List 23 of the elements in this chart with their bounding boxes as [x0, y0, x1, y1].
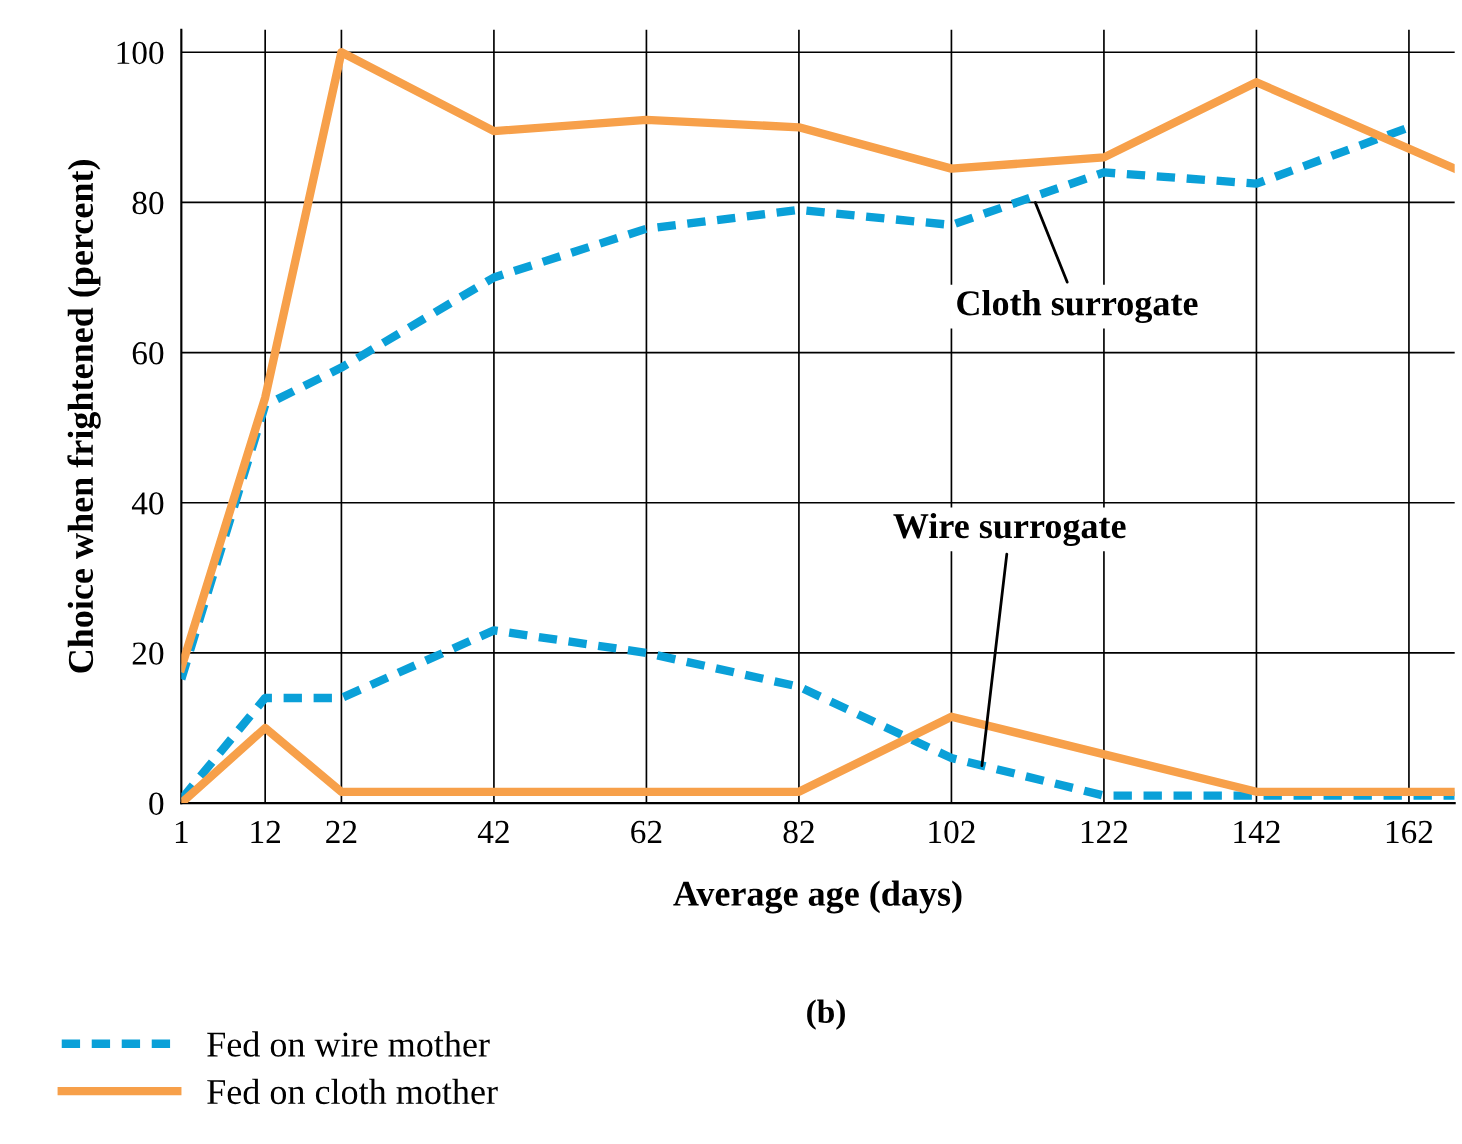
y-tick-label: 20 — [132, 642, 164, 665]
x-tick-label: 1 — [175, 820, 188, 843]
x-tick-label: 12 — [251, 820, 280, 843]
annotation: Cloth surrogate — [957, 290, 1198, 324]
x-tick-label: 102 — [929, 820, 975, 844]
x-tick-label: 22 — [326, 820, 357, 843]
x-tick-label: 142 — [1234, 820, 1280, 843]
x-tick-label: 42 — [477, 820, 509, 843]
text: (b) — [807, 999, 845, 1030]
annotation: Wire surrogate — [893, 512, 1126, 546]
y-tick-label: 0 — [149, 792, 164, 815]
x-tick-label: 162 — [1386, 820, 1433, 844]
legend-label: Fed on cloth mother — [207, 1078, 498, 1105]
y-axis-title: Choice when frightened (percent) — [67, 160, 101, 673]
x-tick-label: 82 — [783, 820, 814, 844]
legend-label: Fed on wire mother — [207, 1031, 490, 1057]
y-tick-label: 40 — [131, 492, 164, 515]
x-axis-title: Average age (days) — [673, 880, 962, 914]
x-tick-label: 122 — [1081, 820, 1128, 843]
y-tick-label: 80 — [132, 191, 164, 215]
x-tick-label: 62 — [631, 820, 662, 844]
y-tick-label: 100 — [117, 41, 164, 65]
y-tick-label: 60 — [132, 341, 164, 365]
